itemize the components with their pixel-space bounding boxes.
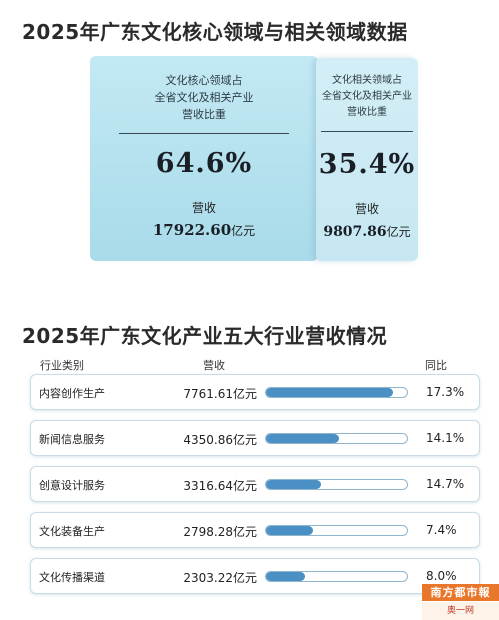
revenue-label: 2798.28亿元 <box>183 525 257 539</box>
revenue-bar <box>266 572 306 581</box>
revenue-bar <box>266 388 393 397</box>
industry-rows: 内容创作生产 7761.61亿元 17.3% 新闻信息服务 4350.86亿元 14.1%… <box>30 374 480 604</box>
revenue-label: 3316.64亿元 <box>183 479 257 493</box>
core-revenue-label: 营收 <box>191 201 216 215</box>
core-share-value: 64.6% <box>155 148 253 179</box>
industry-row: 内容创作生产 7761.61亿元 17.3% <box>30 374 480 410</box>
page-title: 2025年广东文化核心领域与相关领域数据 <box>22 20 408 44</box>
header-yoy: 同比 <box>425 359 447 372</box>
related-share-value: 35.4% <box>318 149 416 180</box>
related-revenue-unit: 亿元 <box>386 225 411 239</box>
divider <box>119 133 289 134</box>
related-card-heading: 文化相关领域占 全省文化及相关产业 营收比重 <box>316 73 418 121</box>
industry-row: 新闻信息服务 4350.86亿元 14.1% <box>30 420 480 456</box>
category-label: 文化传播渠道 <box>39 571 105 584</box>
category-label: 新闻信息服务 <box>39 433 105 446</box>
category-label: 内容创作生产 <box>39 387 105 400</box>
core-head-line: 全省文化及相关产业 <box>154 91 254 104</box>
category-label: 文化装备生产 <box>39 525 105 538</box>
related-revenue-label: 营收 <box>354 202 379 216</box>
yoy-label: 8.0% <box>426 569 457 583</box>
revenue-bar <box>266 480 321 489</box>
revenue-bar-track <box>265 479 408 490</box>
related-head-line: 全省文化及相关产业 <box>322 91 412 102</box>
related-revenue-value: 9807.86 <box>323 224 387 240</box>
watermark-line2: 奥一网 oeeee.com <box>422 602 499 620</box>
core-head-line: 营收比重 <box>182 108 226 121</box>
revenue-bar-track <box>265 387 408 398</box>
revenue-bar-track <box>265 571 408 582</box>
industry-row: 文化装备生产 2798.28亿元 7.4% <box>30 512 480 548</box>
yoy-label: 14.7% <box>426 477 465 491</box>
revenue-label: 4350.86亿元 <box>183 433 257 447</box>
related-head-line: 营收比重 <box>347 107 387 118</box>
core-revenue: 17922.60亿元 <box>90 220 318 239</box>
yoy-label: 7.4% <box>426 523 457 537</box>
industry-row: 文化传播渠道 2303.22亿元 8.0% <box>30 558 480 594</box>
watermark-line1: 南方都市報 <box>422 584 499 601</box>
revenue-bar <box>266 434 340 443</box>
industry-row: 创意设计服务 3316.64亿元 14.7% <box>30 466 480 502</box>
core-domain-card: 文化核心领域占 全省文化及相关产业 营收比重 64.6% 营收 17922.60… <box>90 56 318 261</box>
core-card-heading: 文化核心领域占 全省文化及相关产业 营收比重 <box>90 72 318 123</box>
yoy-label: 14.1% <box>426 431 465 445</box>
category-label: 创意设计服务 <box>39 479 105 492</box>
core-revenue-unit: 亿元 <box>231 224 256 238</box>
related-revenue: 9807.86亿元 <box>316 221 418 240</box>
related-domain-card: 文化相关领域占 全省文化及相关产业 营收比重 35.4% 营收 9807.86亿… <box>316 58 418 261</box>
revenue-bar <box>266 526 313 535</box>
revenue-label: 2303.22亿元 <box>183 571 257 585</box>
revenue-bar-track <box>265 433 408 444</box>
core-revenue-value: 17922.60 <box>152 221 232 239</box>
newspaper-watermark: 南方都市報 奥一网 oeeee.com <box>422 584 499 620</box>
revenue-bar-track <box>265 525 408 536</box>
revenue-label: 7761.61亿元 <box>183 387 257 401</box>
divider <box>321 131 413 132</box>
yoy-label: 17.3% <box>426 385 465 399</box>
header-category: 行业类别 <box>40 359 84 372</box>
related-head-line: 文化相关领域占 <box>332 75 402 86</box>
core-head-line: 文化核心领域占 <box>165 74 243 87</box>
header-revenue: 营收 <box>203 359 225 372</box>
chart-title: 2025年广东文化产业五大行业营收情况 <box>22 324 388 348</box>
